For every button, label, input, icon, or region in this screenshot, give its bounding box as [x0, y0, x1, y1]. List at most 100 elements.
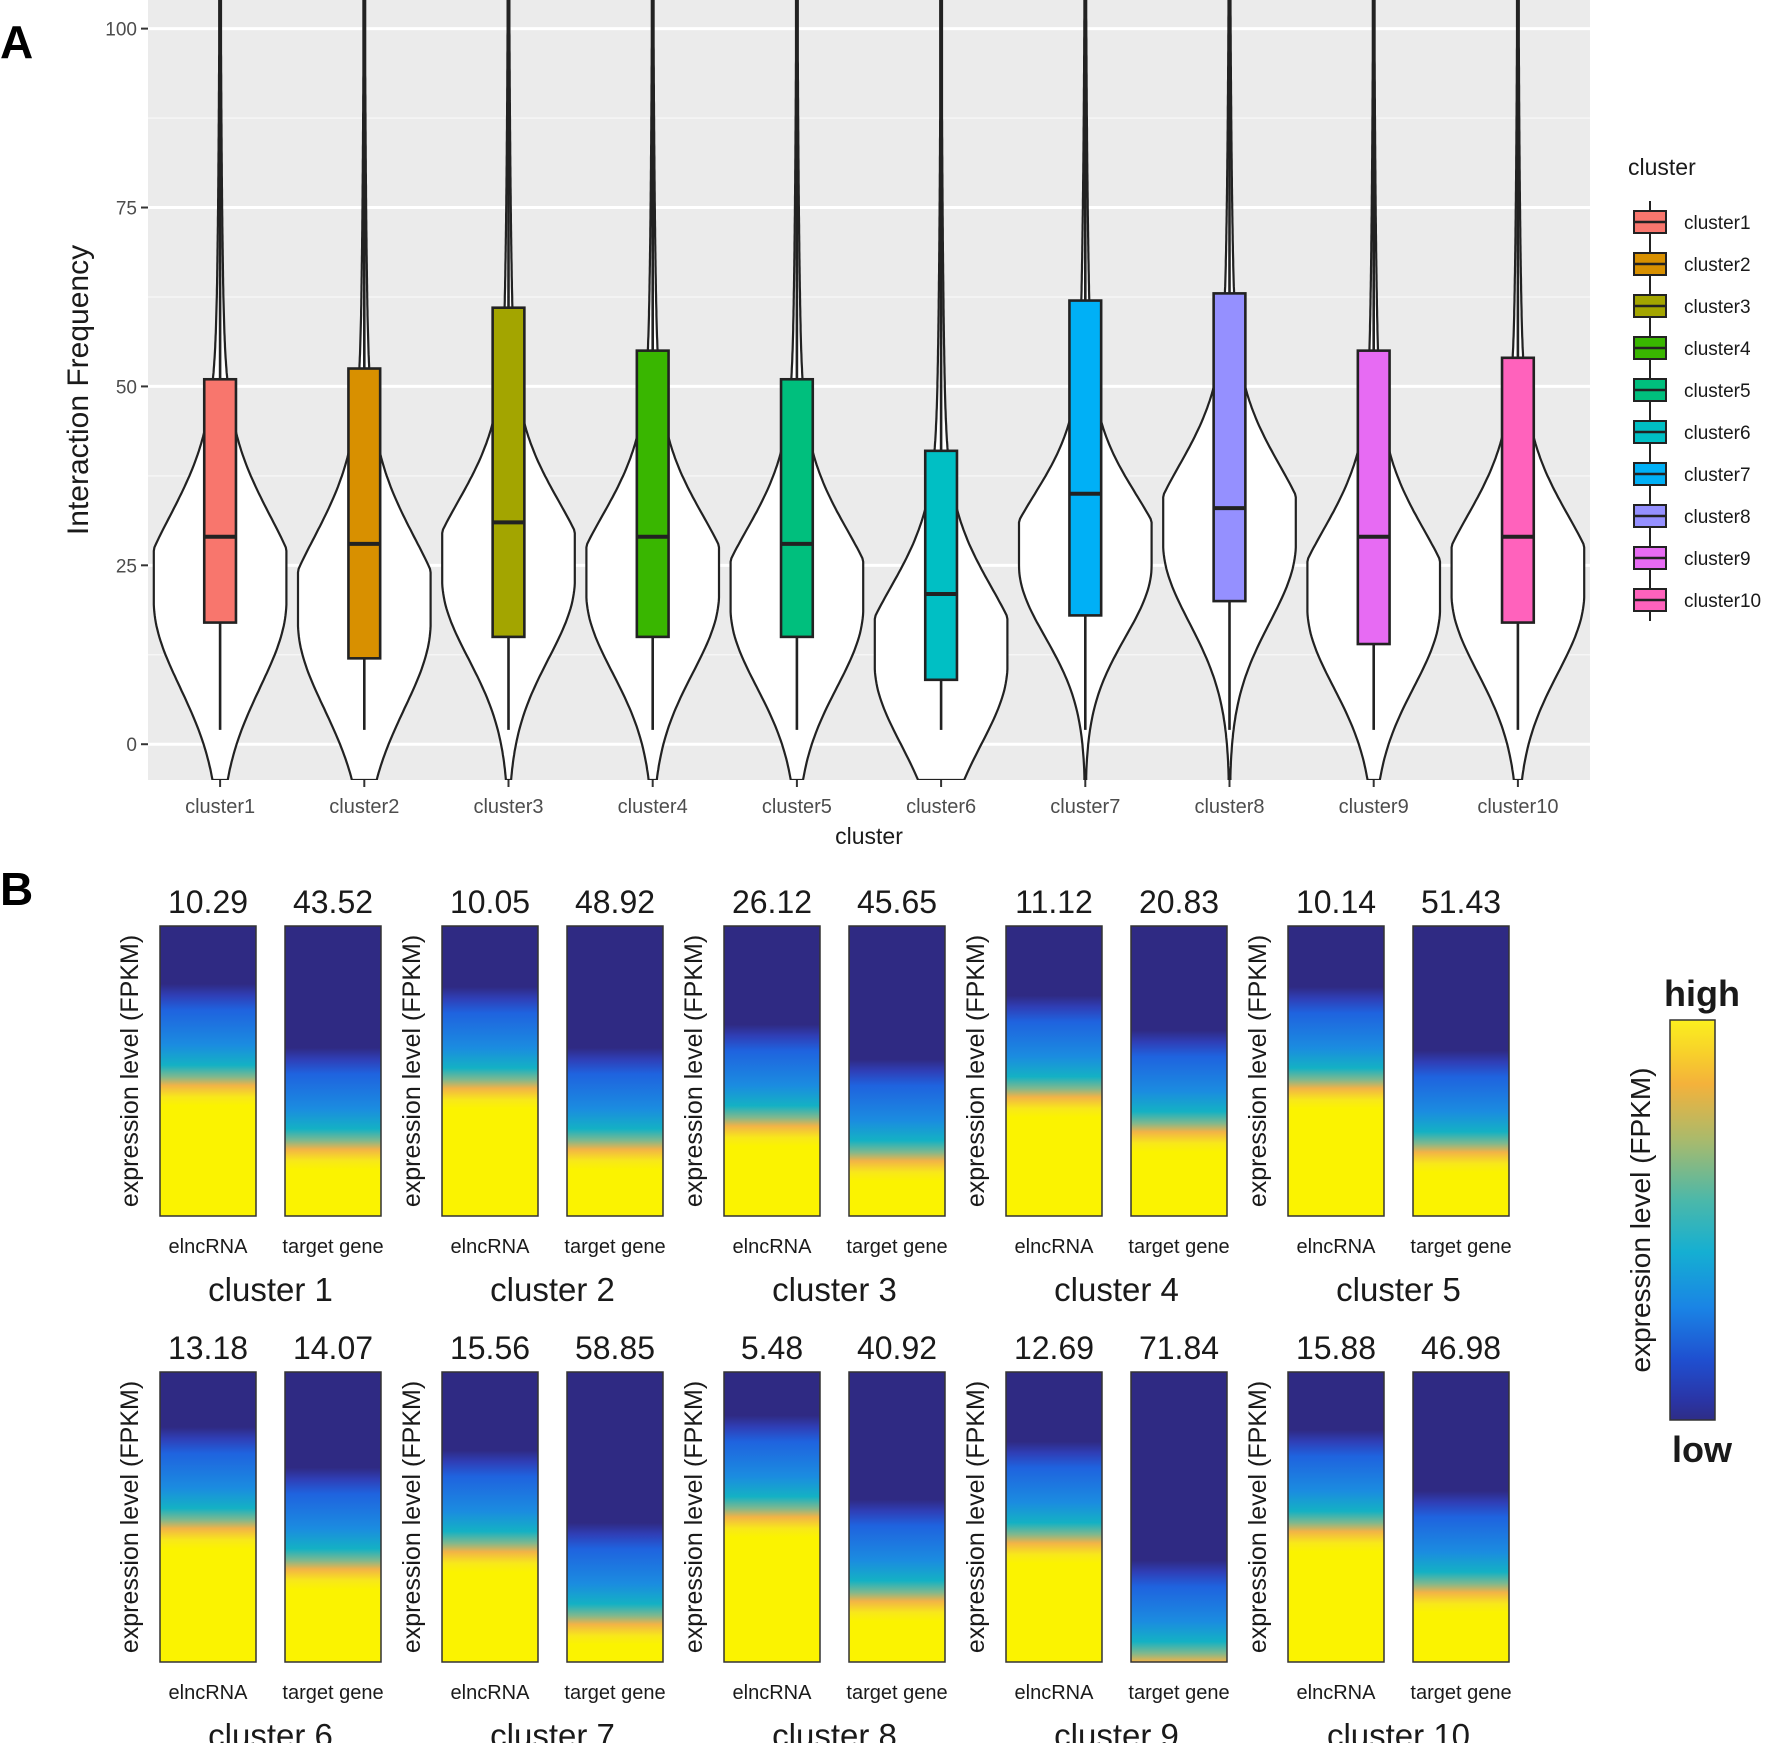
bar-label-elncRNA: elncRNA: [1297, 1236, 1377, 1258]
heatmap-bar-elncRNA: [441, 925, 539, 1217]
legend-label: cluster1: [1684, 213, 1751, 234]
target-gene-value: 46.98: [1421, 1330, 1501, 1366]
bar-label-target-gene: target gene: [564, 1682, 665, 1704]
violin-chart: 0 25 50 75 100 cluster1 cluster2 cluster3 cluste…: [62, 0, 1761, 849]
y-tick-label: 0: [126, 735, 137, 756]
target-gene-value: 40.92: [857, 1330, 937, 1366]
bar-label-elncRNA: elncRNA: [1015, 1682, 1095, 1704]
legend-title: cluster: [1628, 154, 1696, 180]
violin-group: [1306, 0, 1442, 780]
colorbar-high-label: high: [1664, 973, 1740, 1014]
bar-label-elncRNA: elncRNA: [733, 1236, 813, 1258]
x-tick-label: cluster9: [1339, 796, 1409, 818]
cluster-label: cluster 2: [490, 1271, 615, 1308]
cluster-label: cluster 5: [1336, 1271, 1461, 1308]
heatmap-y-label: expression level (FPKM): [962, 935, 990, 1207]
box-cluster2: [347, 367, 382, 660]
target-gene-value: 45.65: [857, 884, 937, 920]
violin-group: [1017, 0, 1153, 780]
target-gene-value: 20.83: [1139, 884, 1219, 920]
box-cluster6: [923, 449, 959, 682]
bar-label-elncRNA: elncRNA: [733, 1682, 813, 1704]
heatmap-y-label: expression level (FPKM): [1244, 935, 1272, 1207]
x-tick-label: cluster6: [906, 796, 976, 818]
heatmap-group-10: expression level (FPKM) 15.88 46.98 elncRNA…: [1244, 1330, 1512, 1743]
violin-group: [441, 0, 576, 780]
x-tick-label: cluster3: [473, 796, 543, 818]
elncRNA-value: 15.88: [1296, 1330, 1376, 1366]
y-axis-title: Interaction Frequency: [62, 245, 95, 535]
elncRNA-value: 15.56: [450, 1330, 530, 1366]
heatmap-bar-target-gene: [284, 1371, 382, 1663]
bar-label-target-gene: target gene: [1128, 1236, 1229, 1258]
heatmap-y-label: expression level (FPKM): [398, 1381, 426, 1653]
cluster-label: cluster 9: [1054, 1717, 1179, 1743]
colorbar: [1669, 1019, 1716, 1421]
heatmap-y-label: expression level (FPKM): [962, 1381, 990, 1653]
legend-label: cluster10: [1684, 591, 1761, 612]
x-tick-label: cluster10: [1477, 796, 1558, 818]
heatmap-y-label: expression level (FPKM): [680, 1381, 708, 1653]
target-gene-value: 51.43: [1421, 884, 1501, 920]
heatmap-y-label: expression level (FPKM): [1244, 1381, 1272, 1653]
bar-label-target-gene: target gene: [564, 1236, 665, 1258]
target-gene-value: 58.85: [575, 1330, 655, 1366]
legend-label: cluster7: [1684, 465, 1751, 486]
x-tick-label: cluster5: [762, 796, 832, 818]
x-tick-label: cluster4: [618, 796, 688, 818]
legend-label: cluster2: [1684, 255, 1751, 276]
legend-label: cluster4: [1684, 339, 1751, 360]
heatmap-bar-elncRNA: [1287, 1371, 1385, 1663]
heatmap-bar-target-gene: [848, 925, 946, 1217]
target-gene-value: 14.07: [293, 1330, 373, 1366]
heatmap-group-7: expression level (FPKM) 15.56 58.85 elncRNA…: [398, 1330, 666, 1743]
cluster-label: cluster 4: [1054, 1271, 1179, 1308]
cluster-label: cluster 8: [772, 1717, 897, 1743]
box-cluster5: [779, 377, 815, 639]
bar-label-elncRNA: elncRNA: [451, 1682, 531, 1704]
heatmap-group-4: expression level (FPKM) 11.12 20.83 elncRNA…: [962, 884, 1230, 1308]
violin-group: [585, 0, 721, 780]
heatmap-group-5: expression level (FPKM) 10.14 51.43 elncRNA…: [1244, 884, 1512, 1308]
violin-group: [152, 0, 288, 780]
violin-group: [296, 0, 432, 780]
cluster-label: cluster 7: [490, 1717, 615, 1743]
y-tick-label: 50: [116, 377, 137, 398]
x-axis-title: cluster: [835, 823, 903, 849]
legend-label: cluster6: [1684, 423, 1751, 444]
legend-label: cluster5: [1684, 381, 1751, 402]
bar-label-target-gene: target gene: [1410, 1236, 1511, 1258]
x-tick-label: cluster1: [185, 796, 255, 818]
elncRNA-value: 11.12: [1015, 884, 1093, 920]
heatmap-bar-target-gene: [848, 1371, 946, 1663]
box-cluster10: [1500, 356, 1536, 624]
bar-label-target-gene: target gene: [846, 1682, 947, 1704]
heatmap-group-6: expression level (FPKM) 13.18 14.07 elncRNA…: [116, 1330, 384, 1743]
heatmap-group-2: expression level (FPKM) 10.05 48.92 elncRNA…: [398, 884, 666, 1308]
heatmap-group-9: expression level (FPKM) 12.69 71.84 elncRNA…: [962, 1330, 1230, 1743]
y-tick-label: 25: [116, 556, 137, 577]
bar-label-elncRNA: elncRNA: [1297, 1682, 1377, 1704]
y-tick-label: 75: [116, 199, 137, 220]
heatmap-bar-target-gene: [1412, 925, 1510, 1217]
heatmap-bar-elncRNA: [1287, 925, 1385, 1217]
heatmap-bar-target-gene: [1130, 1371, 1228, 1663]
panel-label-a: A: [0, 16, 33, 68]
heatmap-y-label: expression level (FPKM): [680, 935, 708, 1207]
target-gene-value: 48.92: [575, 884, 655, 920]
violin-group: [1162, 0, 1297, 780]
bar-label-elncRNA: elncRNA: [451, 1236, 531, 1258]
bar-label-target-gene: target gene: [282, 1682, 383, 1704]
box-cluster4: [635, 349, 670, 639]
violin-group: [873, 0, 1009, 780]
elncRNA-value: 10.14: [1296, 884, 1376, 920]
panel-label-b: B: [0, 863, 33, 915]
colorbar-title: expression level (FPKM): [1625, 1068, 1656, 1373]
heatmap-bar-elncRNA: [1005, 1371, 1103, 1663]
elncRNA-value: 10.29: [168, 884, 248, 920]
elncRNA-value: 5.48: [741, 1330, 803, 1366]
heatmap-bar-elncRNA: [159, 1371, 257, 1663]
heatmap-y-label: expression level (FPKM): [398, 935, 426, 1207]
bar-label-elncRNA: elncRNA: [169, 1682, 249, 1704]
